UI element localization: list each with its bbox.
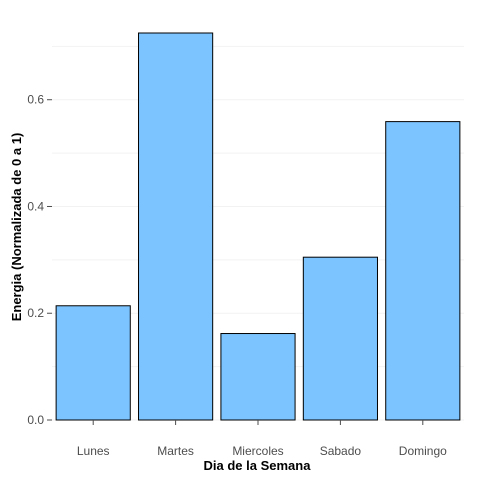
x-tick-label: Miercoles [232,444,283,458]
bar-martes [138,32,214,421]
bar-lunes [55,305,131,421]
y-tick-label: 0.6 [27,93,44,107]
x-axis-ticks: Lunes Martes Miercoles Sabado Domingo [77,420,447,458]
bar-miercoles [220,333,296,421]
bar-domingo [385,121,461,421]
bars [55,32,461,421]
x-tick-label: Martes [157,444,194,458]
y-tick-label: 0.0 [27,413,44,427]
y-tick-label: 0.2 [27,306,44,320]
x-tick-label: Lunes [77,444,110,458]
x-axis-title: Dia de la Semana [204,458,312,473]
x-tick-label: Domingo [399,444,447,458]
y-axis-title: Energia (Normalizada de 0 a 1) [9,133,24,322]
y-axis-ticks: 0.0 0.2 0.4 0.6 [27,93,52,427]
y-tick-label: 0.4 [27,199,44,213]
x-tick-label: Sabado [320,444,362,458]
bar-sabado [302,256,378,421]
